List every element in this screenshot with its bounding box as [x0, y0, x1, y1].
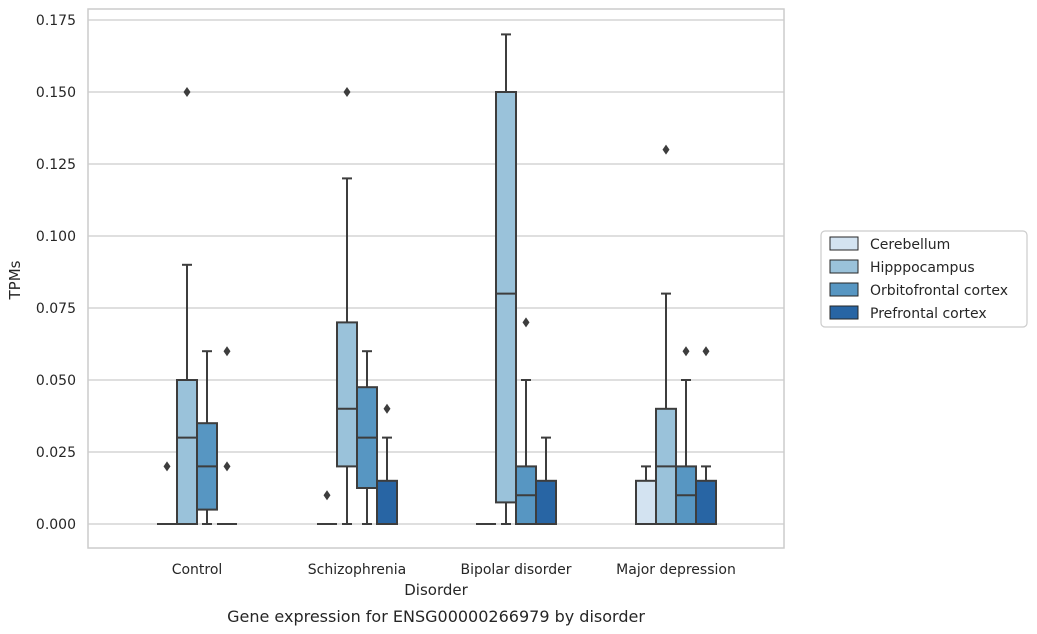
plot-area-frame	[87, 8, 785, 549]
box	[317, 490, 337, 525]
series-orbitofrontal-cortex	[196, 317, 697, 525]
outlier-point	[223, 461, 231, 472]
legend-swatch	[829, 305, 859, 320]
x-tick-label: Major depression	[616, 562, 736, 578]
legend-frame	[820, 230, 1028, 328]
outlier-point	[183, 87, 191, 97]
legend-label: Orbitofrontal cortex	[870, 283, 1008, 299]
y-axis-title: TPMs	[6, 260, 24, 300]
box-iqr	[635, 479, 657, 525]
x-axis-title: Disorder	[404, 581, 468, 599]
outlier-point	[163, 461, 171, 472]
y-tick-label: 0.125	[36, 157, 76, 173]
y-tick-label: 0.025	[36, 445, 76, 461]
legend-label: Hipppocampus	[870, 260, 975, 276]
outlier-point	[662, 144, 670, 155]
box-series-group	[157, 33, 717, 525]
legend-swatch	[829, 282, 859, 297]
box	[376, 403, 398, 525]
box	[176, 87, 198, 525]
box-iqr	[376, 479, 398, 525]
x-tick-label: Bipolar disorder	[460, 562, 571, 578]
series-prefrontal-cortex	[217, 346, 717, 525]
legend-label: Prefrontal cortex	[870, 306, 987, 322]
outlier-point	[343, 87, 351, 97]
y-tick-label: 0.175	[36, 13, 76, 29]
box	[515, 317, 537, 525]
y-tick-label: 0.075	[36, 301, 76, 317]
box-iqr	[535, 479, 557, 525]
outlier-point	[223, 346, 231, 357]
box	[217, 346, 237, 525]
box-iqr	[695, 479, 717, 525]
outlier-point	[702, 346, 710, 357]
y-axis-ticks: 0.000 0.025 0.050 0.075 0.100 0.125 0.150 0.175	[36, 13, 76, 533]
y-tick-label: 0.100	[36, 229, 76, 245]
outlier-point	[522, 317, 530, 328]
legend: Cerebellum Hipppocampus Orbitofrontal cort…	[820, 230, 1028, 328]
box	[495, 33, 517, 525]
box	[535, 436, 557, 525]
series-hipppocampus	[176, 33, 677, 525]
x-tick-label: Schizophrenia	[308, 562, 406, 578]
legend-swatch	[829, 259, 859, 274]
box	[336, 87, 358, 525]
y-tick-label: 0.050	[36, 373, 76, 389]
box	[635, 465, 657, 525]
y-tick-label: 0.000	[36, 517, 76, 533]
box	[196, 350, 218, 525]
outlier-point	[323, 490, 331, 501]
box	[157, 461, 177, 525]
chart-caption: Gene expression for ENSG00000266979 by d…	[227, 607, 645, 626]
legend-label: Cerebellum	[870, 237, 950, 253]
x-tick-label: Control	[172, 562, 223, 578]
y-tick-label: 0.150	[36, 85, 76, 101]
box	[695, 346, 717, 525]
box	[356, 350, 378, 525]
box	[655, 144, 677, 525]
box-iqr	[495, 91, 517, 504]
x-axis-ticks: Control Schizophrenia Bipolar disorder Majo…	[172, 562, 736, 578]
legend-swatch	[829, 236, 859, 251]
series-cerebellum	[157, 461, 657, 525]
outlier-point	[682, 346, 690, 357]
box-iqr	[176, 379, 198, 525]
outlier-point	[383, 403, 391, 414]
box-iqr	[336, 321, 358, 468]
box	[675, 346, 697, 525]
